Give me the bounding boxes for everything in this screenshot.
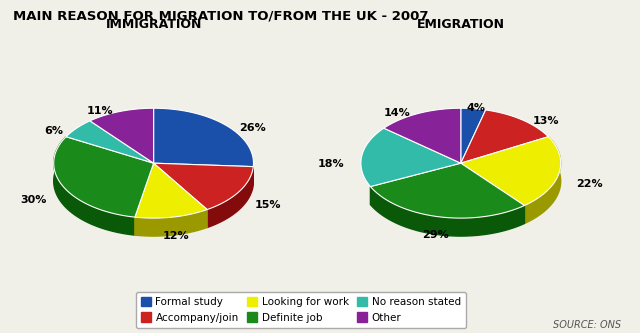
Polygon shape: [361, 128, 461, 186]
Text: 11%: 11%: [87, 106, 114, 116]
Text: 30%: 30%: [20, 195, 47, 205]
Title: EMIGRATION: EMIGRATION: [417, 18, 505, 31]
Polygon shape: [461, 110, 548, 163]
Text: 4%: 4%: [466, 103, 485, 113]
Text: SOURCE: ONS: SOURCE: ONS: [553, 320, 621, 330]
Polygon shape: [384, 108, 461, 163]
Legend: Formal study, Accompany/join, Looking for work, Definite job, No reason stated, : Formal study, Accompany/join, Looking fo…: [136, 292, 466, 328]
Polygon shape: [461, 108, 486, 163]
Polygon shape: [90, 108, 154, 163]
Text: 18%: 18%: [317, 159, 344, 169]
Title: IMMIGRATION: IMMIGRATION: [106, 18, 202, 31]
Text: 6%: 6%: [44, 126, 63, 136]
Text: 13%: 13%: [533, 116, 559, 126]
Polygon shape: [207, 166, 253, 227]
Polygon shape: [54, 137, 135, 235]
Polygon shape: [135, 163, 207, 218]
Polygon shape: [66, 121, 154, 163]
Polygon shape: [154, 108, 253, 166]
Text: MAIN REASON FOR MIGRATION TO/FROM THE UK - 2007: MAIN REASON FOR MIGRATION TO/FROM THE UK…: [13, 10, 428, 23]
Text: 22%: 22%: [577, 179, 604, 189]
Polygon shape: [135, 209, 207, 236]
Text: 15%: 15%: [255, 200, 282, 210]
Polygon shape: [524, 137, 561, 223]
Polygon shape: [54, 137, 154, 217]
Polygon shape: [461, 137, 561, 205]
Text: 12%: 12%: [163, 231, 189, 241]
Text: 26%: 26%: [239, 123, 266, 133]
Text: 29%: 29%: [422, 230, 449, 240]
Polygon shape: [371, 186, 524, 236]
Polygon shape: [154, 163, 253, 209]
Text: 14%: 14%: [384, 109, 411, 119]
Polygon shape: [371, 163, 524, 218]
